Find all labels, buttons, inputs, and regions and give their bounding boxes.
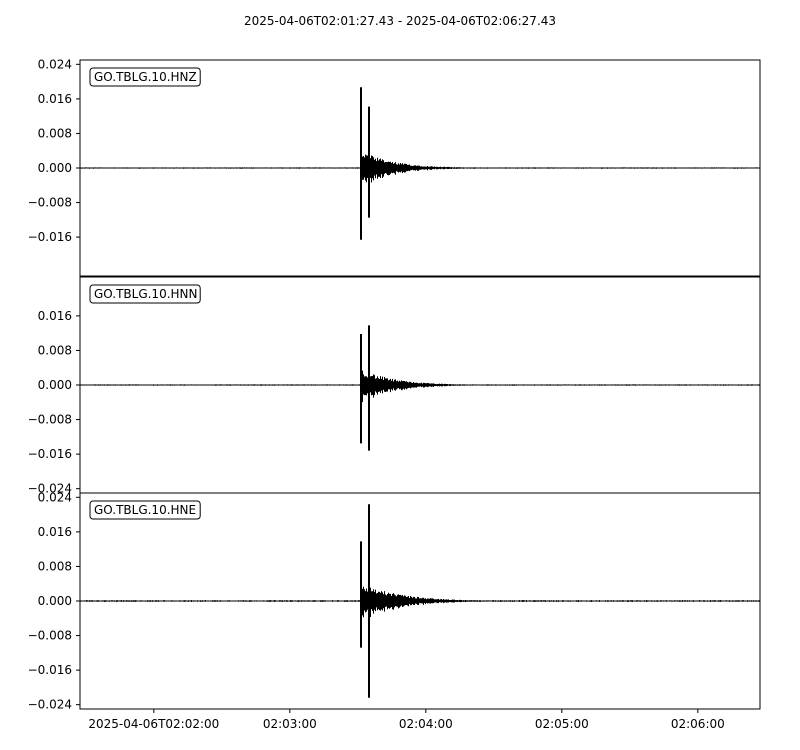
x-tick-label: 02:04:00: [399, 717, 453, 731]
trace-label-text: GO.TBLG.10.HNE: [94, 503, 196, 517]
y-tick-label: 0.000: [38, 594, 72, 608]
chart-title: 2025-04-06T02:01:27.43 - 2025-04-06T02:0…: [244, 14, 556, 28]
x-tick-label: 02:05:00: [535, 717, 589, 731]
y-tick-label: 0.016: [38, 525, 72, 539]
y-tick-label: 0.008: [38, 343, 72, 357]
trace-panel: 0.024 0.016 0.008 0.000 −0.008 −0.016 GO.TBLG.…: [28, 57, 761, 277]
trace-panel: 0.024 0.016 0.008 0.000 −0.008 −0.016 −0.024 GO…: [28, 490, 761, 712]
y-tick-label: −0.008: [28, 629, 72, 643]
trace-label: GO.TBLG.10.HNN: [89, 284, 201, 304]
y-tick-label: −0.008: [28, 196, 72, 210]
waveform-line: [80, 504, 760, 698]
y-tick-label: 0.000: [38, 378, 72, 392]
y-tick-label: 0.024: [38, 490, 72, 504]
y-tick-label: −0.016: [28, 663, 72, 677]
trace-label-text: GO.TBLG.10.HNZ: [94, 70, 197, 84]
trace-panel: 0.016 0.008 0.000 −0.008 −0.016 −0.024 GO.TBLG…: [28, 276, 761, 496]
x-tick-label: 2025-04-06T02:02:00: [88, 717, 219, 731]
y-tick-label: 0.008: [38, 559, 72, 573]
x-axis: 2025-04-06T02:02:00 02:03:00 02:04:00 02:05…: [88, 709, 725, 731]
y-tick-label: −0.016: [28, 447, 72, 461]
trace-label-text: GO.TBLG.10.HNN: [94, 287, 198, 301]
y-tick-label: 0.024: [38, 57, 72, 71]
trace-label-box: [89, 67, 201, 87]
x-tick-label: 02:03:00: [263, 717, 317, 731]
y-tick-label: −0.016: [28, 230, 72, 244]
trace-label: GO.TBLG.10.HNZ: [89, 67, 201, 87]
y-tick-label: −0.024: [28, 482, 72, 496]
trace-label-box: [89, 284, 201, 304]
waveform-line: [80, 325, 760, 451]
trace-label-box: [89, 500, 201, 520]
y-tick-label: −0.024: [28, 698, 72, 712]
waveform-line: [80, 87, 760, 240]
y-tick-label: 0.000: [38, 161, 72, 175]
y-tick-label: 0.016: [38, 92, 72, 106]
panels-layer: 0.024 0.016 0.008 0.000 −0.008 −0.016 GO.TBLG.…: [28, 57, 761, 712]
trace-label: GO.TBLG.10.HNE: [89, 500, 201, 520]
y-tick-label: −0.008: [28, 413, 72, 427]
y-tick-label: 0.016: [38, 309, 72, 323]
y-tick-label: 0.008: [38, 126, 72, 140]
x-tick-label: 02:06:00: [671, 717, 725, 731]
